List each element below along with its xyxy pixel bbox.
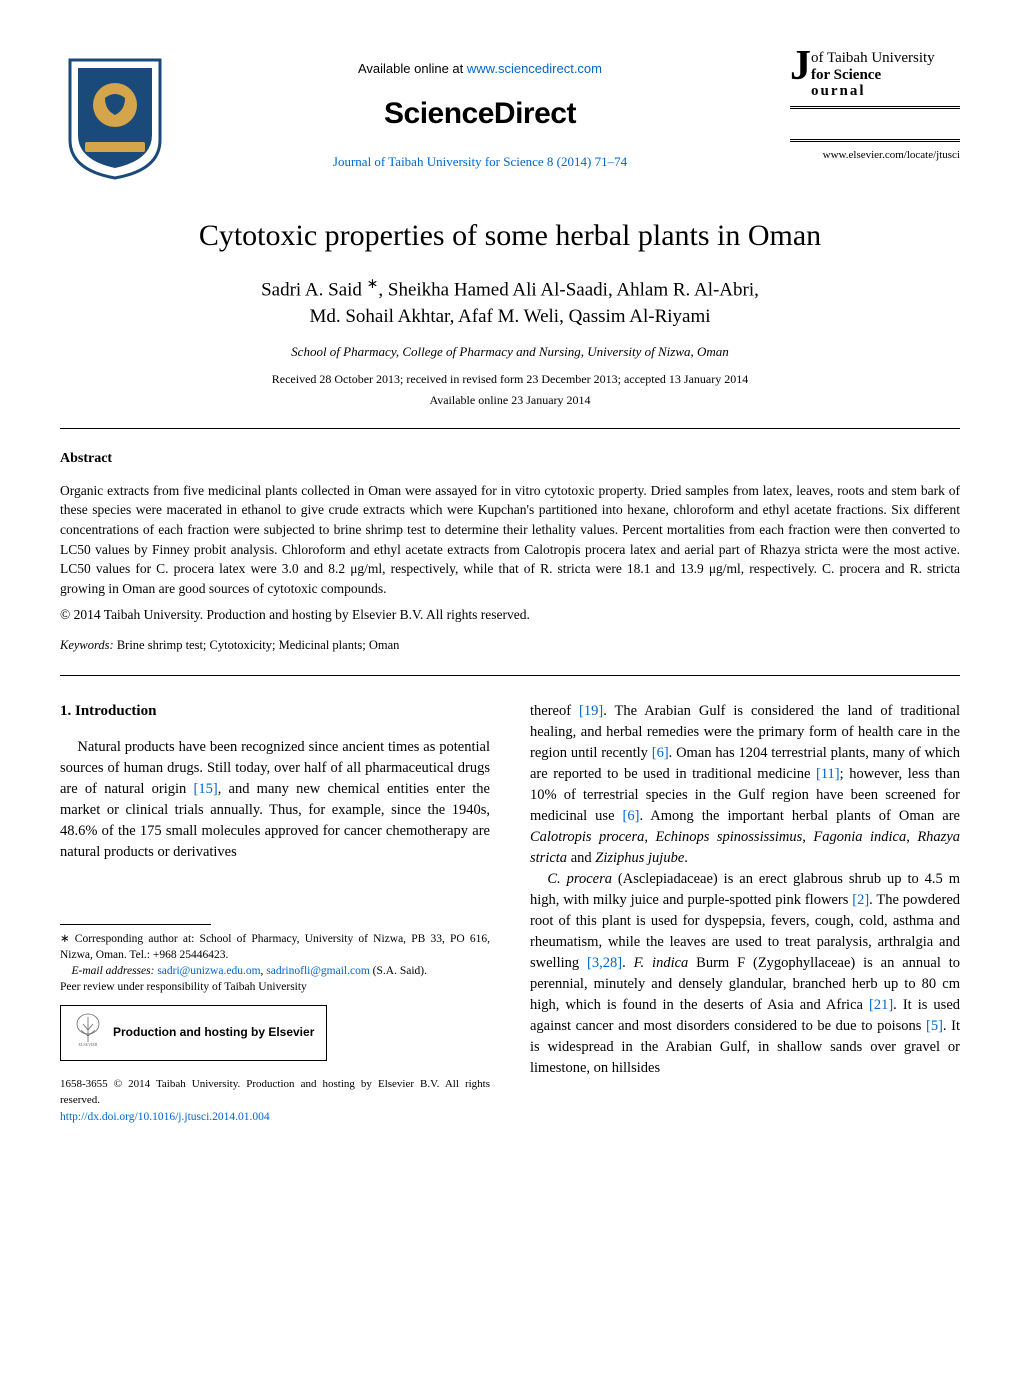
right-column: thereof [19]. The Arabian Gulf is consid…	[530, 701, 960, 1126]
article-title: Cytotoxic properties of some herbal plan…	[60, 215, 960, 257]
taibah-line1: of Taibah University	[811, 50, 935, 66]
email-footnote: E-mail addresses: sadri@unizwa.edu.om, s…	[60, 963, 490, 979]
authors-2: Md. Sohail Akhtar, Afaf M. Weli, Qassim …	[309, 306, 710, 327]
p2a: thereof	[530, 703, 579, 719]
p2h: ,	[906, 829, 917, 845]
cite-11[interactable]: [11]	[816, 766, 840, 782]
available-online-text: Available online at www.sciencedirect.co…	[170, 60, 790, 78]
crest-icon	[60, 50, 170, 180]
cite-21[interactable]: [21]	[869, 997, 893, 1013]
email-tail: (S.A. Said).	[370, 965, 427, 977]
taibah-crest-logo	[60, 50, 170, 180]
email-label: E-mail addresses:	[72, 965, 158, 977]
cite-5[interactable]: [5]	[926, 1018, 943, 1034]
sp-calotropis: Calotropis procera	[530, 829, 644, 845]
p2i: and	[567, 850, 595, 866]
author-list: Sadri A. Said ∗, Sheikha Hamed Ali Al-Sa…	[60, 275, 960, 331]
p2j: .	[684, 850, 688, 866]
intro-para-2: thereof [19]. The Arabian Gulf is consid…	[530, 701, 960, 869]
left-column: 1. Introduction Natural products have be…	[60, 701, 490, 1126]
email-link-1[interactable]: sadri@unizwa.edu.om	[157, 965, 260, 977]
double-rule	[790, 106, 960, 109]
p2g: ,	[802, 829, 813, 845]
keywords-label: Keywords:	[60, 638, 117, 652]
corresponding-author-footnote: ∗ Corresponding author at: School of Pha…	[60, 931, 490, 963]
available-prefix: Available online at	[358, 61, 467, 76]
intro-para-1: Natural products have been recognized si…	[60, 737, 490, 863]
journal-logo-right: J of Taibah University for Science ourna…	[790, 50, 960, 163]
affiliation: School of Pharmacy, College of Pharmacy …	[60, 343, 960, 361]
elsevier-tree-icon: ELSEVIER	[73, 1012, 103, 1054]
corr-text: Corresponding author at: School of Pharm…	[60, 933, 490, 961]
big-j-letter: J	[790, 50, 811, 84]
journal-title-logo: J of Taibah University for Science ourna…	[790, 50, 960, 100]
intro-para-3: C. procera (Asclepiadaceae) is an erect …	[530, 869, 960, 1079]
elsevier-locate-url: www.elsevier.com/locate/jtusci	[790, 148, 960, 163]
body-columns: 1. Introduction Natural products have be…	[60, 701, 960, 1126]
cite-3-28[interactable]: [3,28]	[587, 955, 622, 971]
email-link-2[interactable]: sadrinofli@gmail.com	[266, 965, 370, 977]
cite-2[interactable]: [2]	[852, 892, 869, 908]
taibah-line3: ournal	[811, 83, 866, 99]
abstract-text: Organic extracts from five medicinal pla…	[60, 481, 960, 598]
header-center: Available online at www.sciencedirect.co…	[170, 50, 790, 171]
abstract-body: Organic extracts from five medicinal pla…	[60, 483, 960, 596]
p3d: .	[622, 955, 634, 971]
sp-fagonia: Fagonia indica	[813, 829, 906, 845]
keywords-line: Keywords: Brine shrimp test; Cytotoxicit…	[60, 637, 960, 655]
cite-6a[interactable]: [6]	[652, 745, 669, 761]
journal-reference-link[interactable]: Journal of Taibah University for Science…	[170, 153, 790, 171]
corresponding-asterisk: ∗	[367, 277, 379, 292]
elsevier-small-text: ELSEVIER	[79, 1042, 98, 1047]
sp-ziziphus: Ziziphus jujube	[595, 850, 684, 866]
abstract-rule-bottom	[60, 675, 960, 676]
hosting-text: Production and hosting by Elsevier	[113, 1024, 314, 1041]
abstract-rule-top	[60, 428, 960, 429]
copyright-line: © 2014 Taibah University. Production and…	[60, 606, 960, 625]
issn-copyright: 1658-3655 © 2014 Taibah University. Prod…	[60, 1077, 490, 1109]
authors-1b: , Sheikha Hamed Ali Al-Saadi, Ahlam R. A…	[378, 279, 759, 300]
footnote-separator	[60, 924, 211, 925]
p2f: ,	[644, 829, 655, 845]
doi-link[interactable]: http://dx.doi.org/10.1016/j.jtusci.2014.…	[60, 1109, 490, 1126]
sciencedirect-url-link[interactable]: www.sciencedirect.com	[467, 61, 602, 76]
article-dates: Received 28 October 2013; received in re…	[60, 371, 960, 388]
abstract-heading: Abstract	[60, 449, 960, 469]
double-rule-2	[790, 139, 960, 142]
intro-heading: 1. Introduction	[60, 701, 490, 723]
cite-15[interactable]: [15]	[194, 781, 218, 797]
p2e: . Among the important herbal plants of O…	[639, 808, 960, 824]
peer-review-note: Peer review under responsibility of Taib…	[60, 979, 490, 995]
cite-19[interactable]: [19]	[579, 703, 603, 719]
available-online-date: Available online 23 January 2014	[60, 392, 960, 409]
sp-echinops: Echinops spinossissimus	[655, 829, 802, 845]
sciencedirect-wordmark: ScienceDirect	[170, 93, 790, 135]
corr-star: ∗	[60, 933, 70, 945]
taibah-line2: for Science	[811, 67, 881, 83]
page-header: Available online at www.sciencedirect.co…	[60, 50, 960, 180]
cite-6b[interactable]: [6]	[623, 808, 640, 824]
sp-findica: F. indica	[634, 955, 689, 971]
keywords-values: Brine shrimp test; Cytotoxicity; Medicin…	[117, 638, 400, 652]
sp-cprocera: C. procera	[547, 871, 612, 887]
authors-1a: Sadri A. Said	[261, 279, 367, 300]
elsevier-hosting-box: ELSEVIER Production and hosting by Elsev…	[60, 1005, 327, 1061]
